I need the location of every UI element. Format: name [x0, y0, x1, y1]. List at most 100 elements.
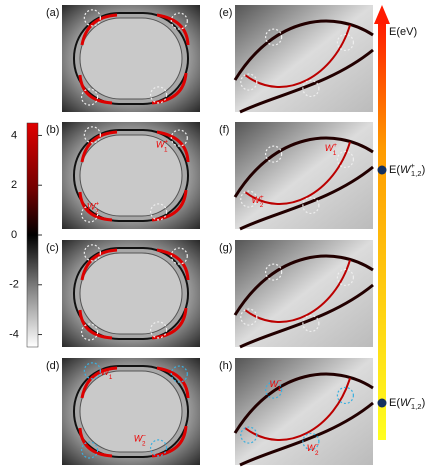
band-curve: [233, 19, 374, 81]
colorbar-tick-label: -4: [9, 328, 19, 340]
node-marker: [265, 263, 283, 281]
subscript: 2: [142, 440, 146, 447]
fermi-inner: [79, 17, 183, 100]
red-arc: [151, 425, 188, 458]
superscript: −: [278, 377, 282, 384]
base: W: [400, 397, 412, 409]
node-marker: [240, 73, 258, 91]
red-arc: [156, 130, 190, 163]
node-marker: [240, 308, 258, 326]
subscript: 1: [164, 146, 168, 153]
colorbar: [26, 122, 39, 348]
panel: (b): [46, 122, 200, 229]
band-curve: [233, 136, 374, 198]
energy-axis: [378, 22, 386, 440]
node-marker: [80, 88, 99, 106]
node-marker: [170, 365, 188, 383]
red-arc: [80, 366, 118, 399]
superscript: +: [95, 200, 99, 207]
panel: (g): [219, 240, 374, 349]
band-curve: [244, 259, 351, 323]
formula-label: W− 1: [270, 377, 283, 392]
band-curve: [233, 372, 374, 434]
node-marker: [302, 79, 320, 98]
red-arc: [80, 130, 118, 163]
suffix: ): [422, 397, 426, 409]
red-arc: [78, 309, 113, 340]
red-arc: [156, 248, 190, 281]
node-marker: [150, 86, 168, 104]
node-marker: [302, 432, 320, 451]
node-marker: [83, 126, 101, 144]
base: W: [134, 434, 144, 444]
node-marker: [170, 129, 188, 147]
base: W: [101, 367, 111, 377]
node-marker: [336, 268, 354, 287]
band-curve: [233, 254, 374, 316]
formula-label: W+ 2: [252, 194, 265, 209]
base: W: [325, 143, 335, 153]
prefix: E(: [389, 164, 400, 176]
superscript: −: [315, 442, 319, 449]
panel-label: (g): [219, 242, 232, 254]
colorbar-tick-label: 4: [11, 129, 17, 141]
formula-label: E(W+ 1,2): [389, 161, 425, 178]
red-arc: [78, 191, 113, 222]
fermi-inner: [79, 370, 183, 453]
band-curve: [244, 24, 351, 88]
red-arc: [151, 307, 188, 340]
red-arc: [78, 74, 113, 105]
panel-background: [235, 358, 373, 465]
panel-label: (e): [219, 7, 232, 19]
fermi-inner: [79, 134, 183, 217]
node-marker: [170, 247, 188, 265]
node-marker: [240, 426, 258, 444]
red-arc: [151, 189, 188, 222]
fermi-inner: [79, 252, 183, 335]
superscript: +: [260, 194, 264, 201]
panel-label: (a): [46, 7, 59, 19]
energy-arrow-head: [374, 5, 390, 24]
panel-label: (h): [219, 360, 232, 372]
subscript: 1: [333, 149, 337, 156]
node-marker: [302, 196, 320, 215]
node-marker: [83, 9, 101, 27]
panel: (e): [219, 5, 374, 114]
node-marker: [150, 203, 168, 221]
red-arc: [78, 427, 113, 458]
superscript: +: [333, 141, 337, 148]
panel-label: (c): [46, 242, 59, 254]
superscript: −: [410, 394, 415, 403]
node-marker: [150, 321, 168, 339]
formula-label: W− 1: [101, 366, 114, 381]
band-curve: [244, 377, 351, 441]
colorbar-tick-label: -2: [9, 279, 19, 291]
superscript: −: [109, 366, 113, 373]
panel: (a): [46, 5, 200, 112]
subscript: 1: [278, 385, 282, 392]
base: W: [87, 202, 97, 212]
formula-label: W+ 1: [156, 138, 169, 153]
base: W: [400, 164, 412, 176]
red-arc: [80, 13, 118, 46]
red-arc: [156, 13, 190, 46]
formula-label: W+ 2: [87, 200, 100, 215]
node-marker: [80, 205, 99, 223]
node-marker: [83, 244, 101, 262]
red-arc: [156, 366, 190, 399]
colorbar-tick-label: 0: [11, 229, 17, 241]
panel: (c): [46, 240, 200, 347]
prefix: E(: [389, 397, 400, 409]
panel: (d): [46, 358, 200, 465]
red-arc: [80, 248, 118, 281]
subscript: 1,2: [411, 402, 422, 411]
node-marker: [83, 362, 101, 380]
panel-background: [235, 240, 373, 347]
base: W: [156, 140, 166, 150]
node-marker: [80, 323, 99, 341]
panel: (h): [219, 358, 374, 467]
panel-background: [235, 5, 373, 112]
formula-label: W− 2: [134, 432, 147, 447]
subscript: 2: [95, 208, 99, 215]
